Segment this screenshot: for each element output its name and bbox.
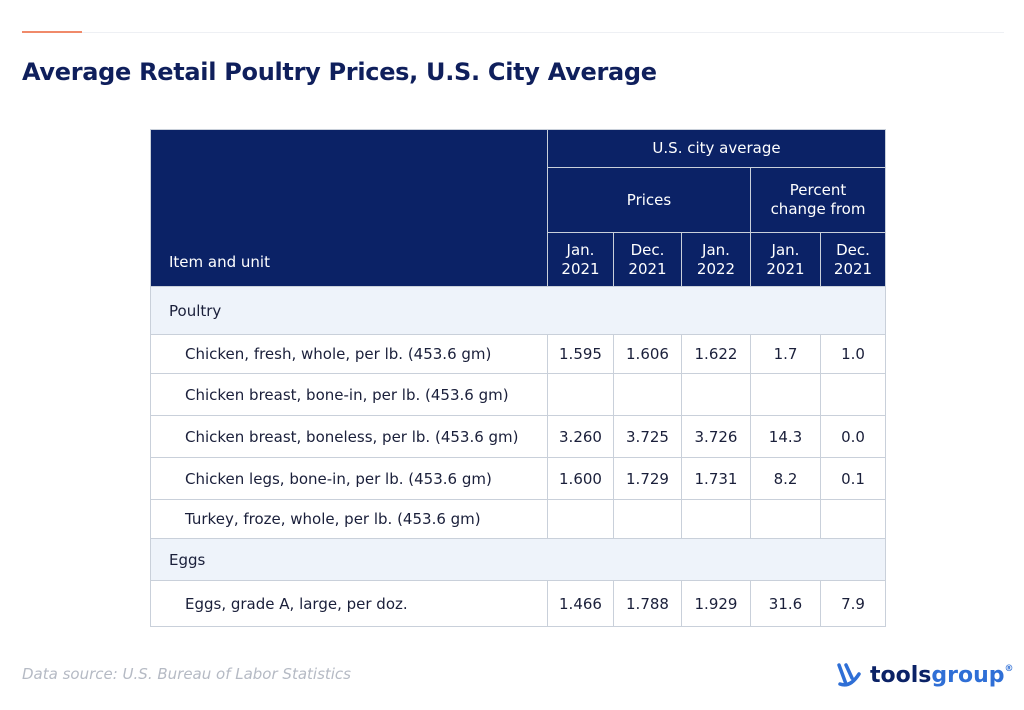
data-row: Chicken, fresh, whole, per lb. (453.6 gm… (150, 334, 887, 374)
column-header: Jan. 2021 (750, 232, 821, 287)
value-cell: 31.6 (750, 580, 821, 627)
column-header: Dec. 2021 (819, 232, 887, 287)
value-cell (819, 373, 887, 416)
data-row: Chicken breast, bone-in, per lb. (453.6 … (150, 373, 887, 416)
item-cell: Chicken legs, bone-in, per lb. (453.6 gm… (150, 457, 548, 500)
value-cell (547, 499, 614, 539)
value-cell: 3.726 (681, 415, 751, 458)
data-row: Turkey, froze, whole, per lb. (453.6 gm) (150, 499, 887, 539)
value-cell (613, 499, 682, 539)
value-cell: 1.929 (681, 580, 751, 627)
value-cell: 1.788 (613, 580, 682, 627)
value-cell: 14.3 (750, 415, 821, 458)
logo-text: tools (870, 662, 932, 688)
section-title: Eggs (149, 538, 887, 581)
column-header: Jan. 2021 (547, 232, 614, 287)
item-cell: Eggs, grade A, large, per doz. (150, 580, 548, 627)
prices-header: Prices (547, 167, 751, 233)
column-header: Jan. 2022 (681, 232, 751, 287)
value-cell: 1.606 (613, 334, 682, 374)
value-cell (750, 373, 821, 416)
data-row: Chicken breast, boneless, per lb. (453.6… (150, 415, 887, 458)
title: Average Retail Poultry Prices, U.S. City… (22, 58, 657, 86)
logo-text: group (931, 662, 1005, 688)
data-row: Eggs, grade A, large, per doz. 1.466 1.788… (150, 580, 887, 627)
accent-line (22, 31, 82, 33)
value-cell: 1.729 (613, 457, 682, 500)
price-table: Item and unit U.S. city average Prices P… (149, 129, 887, 627)
value-cell: 7.9 (819, 580, 887, 627)
section-row: Eggs (149, 538, 887, 581)
value-cell (681, 373, 751, 416)
value-cell (547, 373, 614, 416)
value-cell (681, 499, 751, 539)
value-cell: 8.2 (750, 457, 821, 500)
item-cell: Chicken, fresh, whole, per lb. (453.6 gm… (150, 334, 548, 374)
data-row: Chicken legs, bone-in, per lb. (453.6 gm… (150, 457, 887, 500)
item-cell: Chicken breast, boneless, per lb. (453.6… (150, 415, 548, 458)
value-cell: 0.0 (819, 415, 887, 458)
logo-icon (837, 663, 861, 687)
item-cell: Turkey, froze, whole, per lb. (453.6 gm) (150, 499, 548, 539)
value-cell: 3.725 (613, 415, 682, 458)
section-row: Poultry (149, 286, 887, 335)
item-header: Item and unit (150, 129, 548, 287)
value-cell: 0.1 (819, 457, 887, 500)
value-cell (750, 499, 821, 539)
value-cell: 1.595 (547, 334, 614, 374)
value-cell: 1.7 (750, 334, 821, 374)
data-source: Data source: U.S. Bureau of Labor Statis… (22, 665, 351, 683)
value-cell: 1.622 (681, 334, 751, 374)
percent-header: Percent change from (749, 167, 887, 233)
value-cell: 1.0 (819, 334, 887, 374)
value-cell: 3.260 (547, 415, 614, 458)
logo: tools group ® (836, 660, 1014, 690)
value-cell (819, 499, 887, 539)
logo-mark: ® (1004, 664, 1014, 674)
value-cell: 1.731 (681, 457, 751, 500)
group-header: U.S. city average (546, 129, 887, 168)
table-body: Poultry Chicken, fresh, whole, per lb. (4… (149, 286, 887, 627)
value-cell: 1.600 (547, 457, 614, 500)
column-header: Dec. 2021 (613, 232, 682, 287)
value-cell: 1.466 (547, 580, 614, 627)
section-title: Poultry (149, 286, 887, 335)
value-cell (613, 373, 682, 416)
top-rule (82, 32, 1004, 33)
table-header: Item and unit U.S. city average Prices P… (150, 129, 887, 287)
item-cell: Chicken breast, bone-in, per lb. (453.6 … (150, 373, 548, 416)
